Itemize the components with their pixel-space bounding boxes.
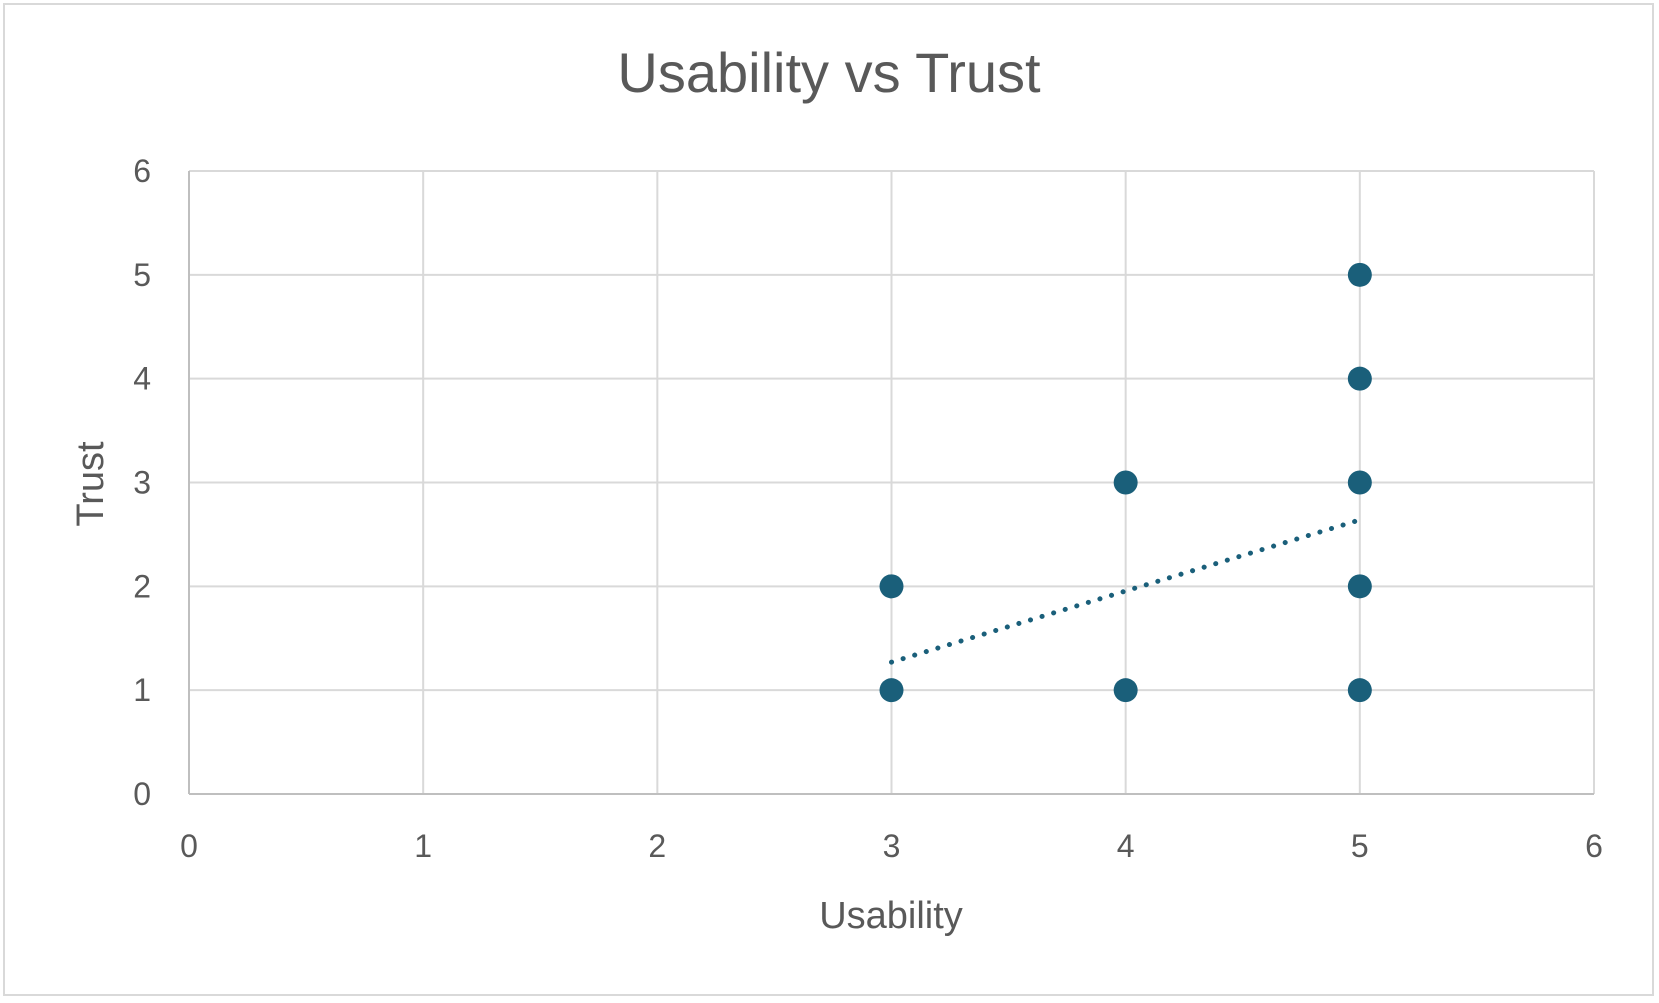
y-tick-label: 3 — [133, 465, 151, 501]
data-point — [1113, 678, 1138, 703]
y-axis-title: Trust — [70, 441, 112, 527]
data-point — [1347, 678, 1372, 703]
data-point — [1347, 366, 1372, 391]
x-tick-label: 5 — [1351, 828, 1369, 864]
y-tick-label: 5 — [133, 257, 151, 293]
data-points — [879, 262, 1372, 703]
data-point — [1347, 470, 1372, 495]
chart-title: Usability vs Trust — [617, 41, 1041, 104]
x-tick-label: 3 — [883, 828, 901, 864]
x-tick-label: 4 — [1117, 828, 1135, 864]
x-tick-label: 1 — [414, 828, 432, 864]
data-point — [1347, 262, 1372, 287]
chart-area — [3, 3, 1654, 996]
y-tick-label: 6 — [133, 153, 151, 189]
x-axis-title: Usability — [819, 895, 963, 937]
y-axis-tick-labels: 0 1 2 3 4 5 6 — [133, 153, 151, 812]
data-point — [879, 574, 904, 599]
y-tick-label: 0 — [133, 776, 151, 812]
data-point — [879, 678, 904, 703]
data-point — [1113, 470, 1138, 495]
x-tick-label: 2 — [648, 828, 666, 864]
data-point — [1347, 574, 1372, 599]
x-tick-label: 6 — [1585, 828, 1603, 864]
y-tick-label: 4 — [133, 361, 151, 397]
y-tick-label: 2 — [133, 568, 151, 604]
y-tick-label: 1 — [133, 672, 151, 708]
x-tick-label: 0 — [180, 828, 198, 864]
axes — [188, 171, 1594, 795]
x-axis-tick-labels: 0 1 2 3 4 5 6 — [180, 828, 1603, 864]
